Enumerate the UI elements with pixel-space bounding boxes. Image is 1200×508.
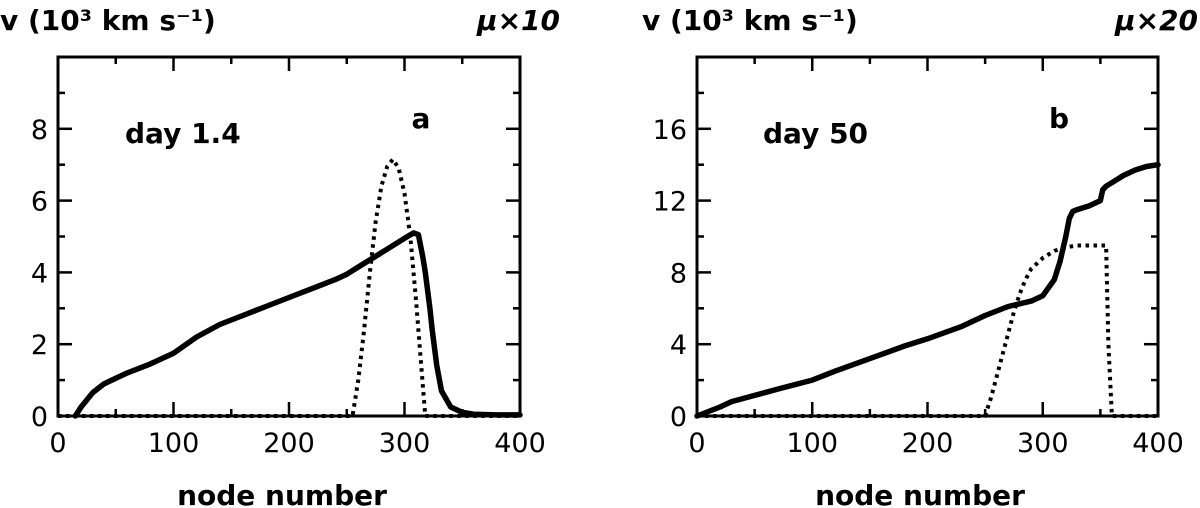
solid-series-b bbox=[694, 161, 1161, 419]
solid-series-a bbox=[72, 230, 523, 419]
scale-label-a: μ×10 bbox=[476, 4, 560, 37]
x-tick-label-a: 300 bbox=[379, 428, 431, 459]
y-tick-label-b: 12 bbox=[653, 187, 687, 218]
series-b bbox=[694, 161, 1161, 419]
x-tick-label-a: 100 bbox=[148, 428, 200, 459]
y-tick-label-a: 4 bbox=[31, 258, 48, 289]
x-axis-label-a: node number bbox=[177, 479, 387, 508]
plot-frame-a bbox=[56, 55, 522, 418]
panel-letter-a: a bbox=[412, 102, 431, 135]
x-tick-label-a: 200 bbox=[263, 428, 315, 459]
annotation-day-a: day 1.4 bbox=[125, 117, 241, 150]
panel-a: v (10³ km s⁻¹) μ×10 0 100 200 300 400 02468 … bbox=[0, 4, 560, 508]
y-tick-label-b: 16 bbox=[653, 115, 687, 146]
x-tick-label-b: 300 bbox=[1017, 428, 1069, 459]
y-tick-labels-a: 0 2 4 6 8 bbox=[31, 115, 48, 433]
series-a bbox=[58, 157, 523, 419]
panel-b: v (10³ km s⁻¹) μ×20 0 100 200 300 400 0 4 8 12 1… bbox=[642, 4, 1198, 508]
x-tick-label-b: 100 bbox=[786, 428, 838, 459]
y-tick-label-a: 0 bbox=[31, 402, 48, 433]
dotted-series-b bbox=[697, 243, 1158, 418]
y-tick-labels-b: 0 4 8 12 16 bbox=[653, 115, 687, 433]
y-tick-label-a: 2 bbox=[31, 330, 48, 361]
y-tick-label-b: 0 bbox=[670, 402, 687, 433]
annotation-day-b: day 50 bbox=[763, 117, 868, 150]
y-tick-label-b: 8 bbox=[670, 258, 687, 289]
y-axis-label-a: v (10³ km s⁻¹) bbox=[0, 4, 216, 37]
x-tick-label-a: 0 bbox=[49, 428, 66, 459]
x-tick-label-a: 400 bbox=[494, 428, 546, 459]
axis-ticks-b bbox=[695, 55, 1160, 418]
dotted-series-a bbox=[58, 157, 520, 418]
x-tick-labels-b: 0 100 200 300 400 bbox=[688, 428, 1183, 459]
plot-frame-b bbox=[695, 55, 1160, 418]
x-tick-labels-a: 0 100 200 300 400 bbox=[49, 428, 545, 459]
axis-ticks-a bbox=[56, 55, 522, 418]
y-axis-label-b: v (10³ km s⁻¹) bbox=[642, 4, 858, 37]
panel-letter-b: b bbox=[1049, 102, 1069, 135]
x-axis-label-b: node number bbox=[815, 479, 1025, 508]
y-tick-label-a: 8 bbox=[31, 115, 48, 146]
x-tick-label-b: 400 bbox=[1132, 428, 1184, 459]
y-tick-label-a: 6 bbox=[31, 187, 48, 218]
x-tick-label-b: 0 bbox=[688, 428, 705, 459]
scale-label-b: μ×20 bbox=[1114, 4, 1198, 37]
y-tick-label-b: 4 bbox=[670, 330, 687, 361]
x-tick-label-b: 200 bbox=[902, 428, 954, 459]
